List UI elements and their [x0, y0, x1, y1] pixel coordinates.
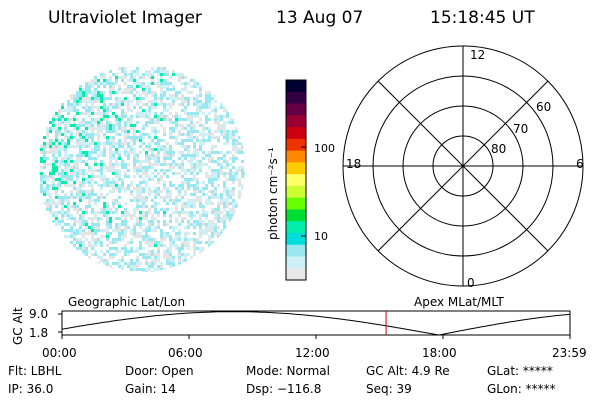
polar-mlt-18: 18	[346, 157, 361, 171]
info-mode: Mode: Normal	[246, 364, 330, 378]
info-glat: GLat: *****	[487, 364, 553, 378]
altitude-ytick-9: 9.0	[29, 307, 48, 321]
colorbar-segment	[286, 127, 306, 140]
polar-mlt-12: 12	[470, 48, 485, 62]
colorbar-segment	[286, 197, 306, 211]
colorbar-segment	[286, 80, 306, 93]
colorbar-border	[285, 79, 307, 281]
polar-lat-70: 70	[513, 122, 528, 136]
colorbar-segment	[286, 150, 306, 163]
altitude-plot	[58, 310, 571, 339]
altitude-xtick-1800: 18:00	[422, 346, 457, 360]
colorbar-segment	[286, 103, 306, 116]
info-dsp: Dsp: −116.8	[246, 382, 322, 396]
info-glon: GLon: *****	[487, 382, 556, 396]
colorbar-segment	[286, 209, 306, 222]
colorbar-segment	[286, 268, 306, 281]
info-gain: Gain: 14	[125, 382, 176, 396]
colorbar	[285, 79, 307, 281]
polar-mlt-6: 6	[576, 157, 584, 171]
colorbar-segment	[286, 115, 306, 128]
altitude-xtick-2359: 23:59	[552, 346, 587, 360]
info-ip: IP: 36.0	[8, 382, 54, 396]
colorbar-segment	[286, 91, 306, 105]
colorbar-tick-10: 10	[314, 230, 328, 243]
info-gc-alt: GC Alt: 4.9 Re	[366, 364, 450, 378]
altitude-ytick-1: 1.8	[29, 326, 48, 340]
polar-lat-60: 60	[536, 100, 551, 114]
instrument-title: Ultraviolet Imager	[48, 8, 202, 28]
colorbar-tick-100: 100	[314, 142, 335, 155]
altitude-right-title: Apex MLat/MLT	[414, 295, 504, 309]
polar-grid	[342, 45, 584, 287]
colorbar-segment	[286, 162, 306, 175]
header-time: 15:18:45 UT	[430, 8, 535, 28]
altitude-left-title: Geographic Lat/Lon	[68, 295, 185, 309]
polar-lat-80: 80	[491, 142, 506, 156]
polar-mlt-0: 0	[467, 276, 475, 290]
info-seq: Seq: 39	[366, 382, 412, 396]
header-date: 13 Aug 07	[276, 8, 364, 28]
altitude-xtick-0600: 06:00	[168, 346, 203, 360]
uv-image-disk	[40, 67, 245, 272]
altitude-axis-label: GC Alt	[11, 307, 25, 345]
colorbar-unit-label: photon cm⁻²s⁻¹	[266, 147, 280, 240]
colorbar-segment	[286, 138, 306, 152]
altitude-xtick-1200: 12:00	[295, 346, 330, 360]
altitude-curve	[61, 311, 571, 336]
colorbar-segment	[286, 185, 306, 199]
colorbar-segment	[286, 174, 306, 187]
colorbar-segment	[286, 244, 306, 258]
info-flt: Flt: LBHL	[8, 364, 62, 378]
info-door: Door: Open	[125, 364, 194, 378]
colorbar-segment	[286, 232, 306, 246]
colorbar-segment	[286, 221, 306, 234]
altitude-xtick-0000: 00:00	[42, 346, 77, 360]
colorbar-segment	[286, 256, 306, 269]
